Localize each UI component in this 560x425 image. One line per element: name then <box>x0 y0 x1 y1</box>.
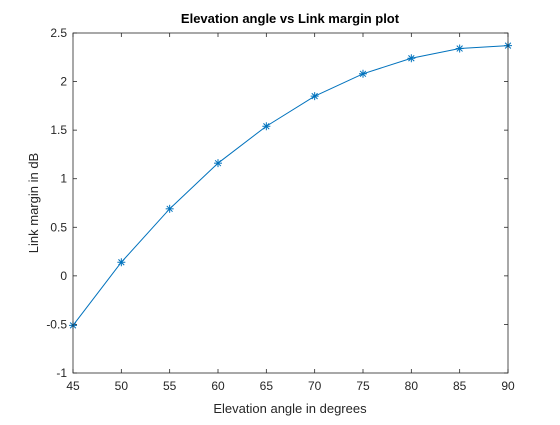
x-tick-label: 60 <box>211 379 225 393</box>
y-tick-label: 1.5 <box>50 123 67 137</box>
y-tick-label: 2 <box>60 75 67 89</box>
data-point-marker <box>455 44 464 53</box>
data-point-marker <box>214 159 222 168</box>
axes-background <box>73 33 508 373</box>
data-point-marker <box>165 204 174 213</box>
y-axis-label: Link margin in dB <box>26 153 41 253</box>
x-tick-label: 90 <box>501 379 515 393</box>
x-tick-label: 85 <box>453 379 467 393</box>
data-point-marker <box>117 258 126 267</box>
x-tick-label: 50 <box>115 379 129 393</box>
data-point-marker <box>407 54 416 63</box>
x-tick-label: 55 <box>163 379 177 393</box>
x-tick-label: 70 <box>308 379 322 393</box>
x-axis-label: Elevation angle in degrees <box>213 401 367 416</box>
y-tick-label: 0 <box>60 269 67 283</box>
y-tick-label: -1 <box>56 366 67 380</box>
x-tick-label: 65 <box>260 379 274 393</box>
data-point-marker <box>262 122 271 131</box>
data-point-marker <box>310 92 319 101</box>
chart-title: Elevation angle vs Link margin plot <box>181 11 400 26</box>
data-point-marker <box>359 69 367 78</box>
y-tick-label: 0.5 <box>50 220 67 234</box>
y-tick-label: -0.5 <box>46 317 67 331</box>
y-tick-label: 2.5 <box>50 26 67 40</box>
series-line <box>72 45 509 326</box>
x-tick-label: 45 <box>66 379 80 393</box>
x-tick-label: 75 <box>356 379 370 393</box>
ticks-layer: 45 50 55 60 65 70 75 80 85 90 -1 -0.5 0 0.5 1 1.5 2 2.5 <box>46 26 515 393</box>
axes-frame <box>72 32 509 374</box>
x-tick-label: 80 <box>405 379 419 393</box>
y-tick-label: 1 <box>60 172 67 186</box>
